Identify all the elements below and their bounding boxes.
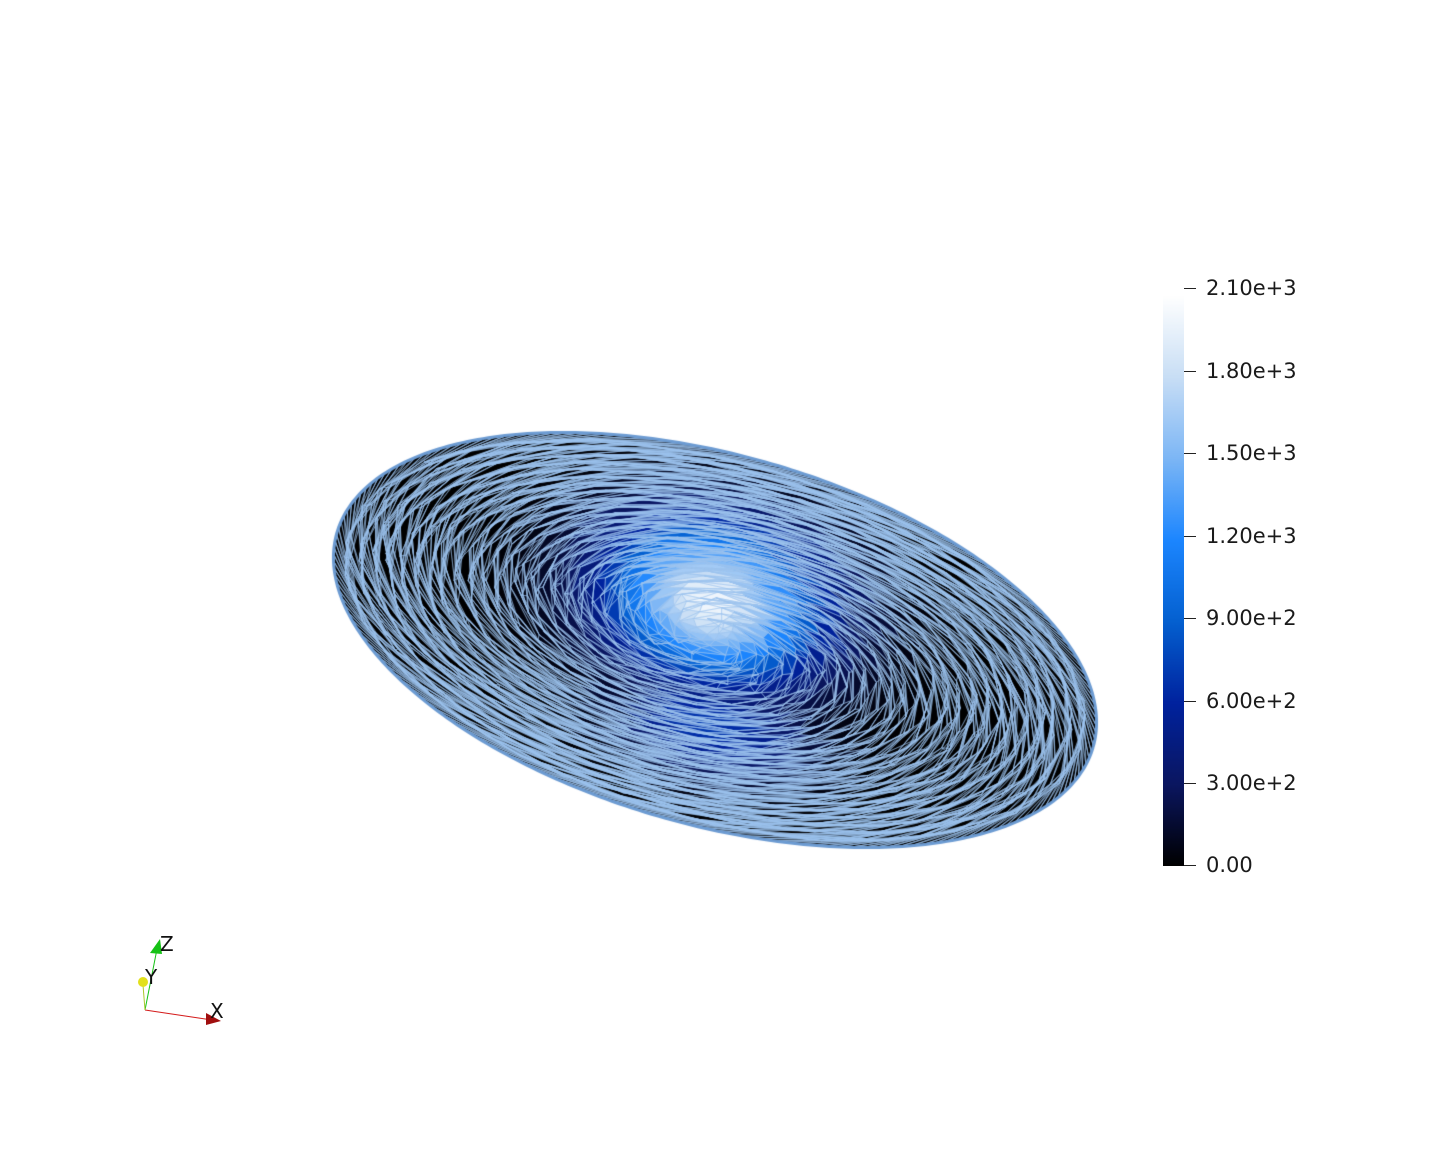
colorbar-tick [1184, 783, 1196, 784]
colorbar-label: 1.20e+3 [1206, 524, 1297, 548]
colorbar-label-max: 2.10e+3 [1206, 276, 1297, 300]
z-axis-arrowhead [150, 939, 162, 954]
colorbar-label: 9.00e+2 [1206, 606, 1297, 630]
y-axis-line [142, 984, 146, 1011]
colorbar-label: 6.00e+2 [1206, 689, 1297, 713]
colorbar-label-min: 0.00 [1206, 853, 1253, 877]
z-axis-line [144, 948, 158, 1011]
colorbar-tick [1184, 701, 1196, 702]
orientation-axes-triad: X Y Z [138, 932, 224, 1025]
y-axis-label: Y [144, 965, 158, 989]
colorbar-tick [1184, 288, 1196, 289]
z-axis-label: Z [160, 932, 174, 956]
colorbar-tick [1184, 453, 1196, 454]
colorbar-label: 1.50e+3 [1206, 441, 1297, 465]
colorbar-tick [1184, 618, 1196, 619]
colorbar-gradient [1163, 296, 1184, 866]
x-axis-arrowhead [206, 1013, 221, 1025]
colorbar-tick [1184, 536, 1196, 537]
colorbar-label: 1.80e+3 [1206, 359, 1297, 383]
colorbar-tick [1184, 865, 1196, 866]
y-axis-arrowhead [138, 977, 148, 987]
colorbar-label: 3.00e+2 [1206, 771, 1297, 795]
colorbar-tick [1184, 371, 1196, 372]
x-axis-label: X [210, 999, 224, 1023]
x-axis-line [144, 1009, 213, 1021]
